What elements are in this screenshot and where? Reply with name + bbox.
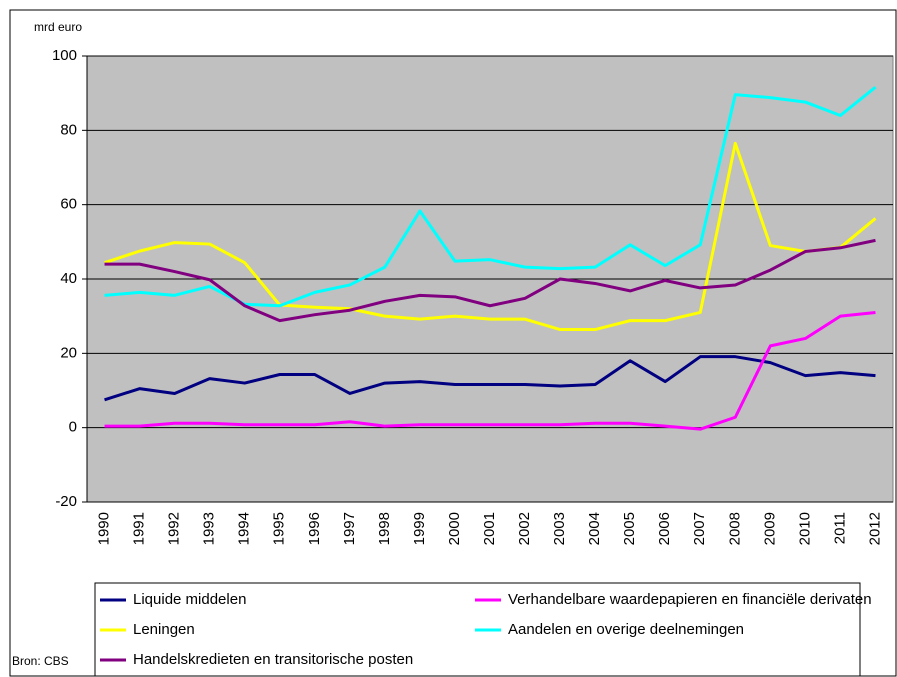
x-tick-label: 2010 [796, 512, 813, 545]
y-tick-label: 40 [60, 270, 77, 287]
x-tick-label: 2012 [866, 512, 883, 545]
x-tick-label: 2005 [621, 512, 638, 545]
x-tick-label: 2001 [481, 512, 498, 545]
legend-label: Leningen [133, 621, 195, 638]
y-tick-label: -20 [55, 493, 77, 510]
x-tick-label: 2004 [586, 512, 603, 545]
y-tick-label: 80 [60, 121, 77, 138]
series-line [104, 355, 876, 402]
legend-label: Verhandelbare waardepapieren en financië… [508, 591, 872, 608]
x-tick-label: 1991 [131, 512, 148, 545]
x-tick-label: 1994 [236, 512, 253, 545]
legend-label: Liquide middelen [133, 591, 246, 608]
x-tick-label: 2007 [691, 512, 708, 545]
x-tick-label: 2000 [446, 512, 463, 545]
series-line [104, 310, 876, 431]
x-tick-label: 1990 [95, 512, 112, 545]
x-tick-label: 1995 [271, 512, 288, 545]
legend-label: Handelskredieten en transitorische poste… [133, 651, 413, 668]
y-tick-label: 0 [69, 419, 77, 436]
x-tick-label: 1992 [166, 512, 183, 545]
x-tick-label: 2002 [516, 512, 533, 545]
x-tick-label: 2008 [726, 512, 743, 545]
y-tick-label: 60 [60, 196, 77, 213]
y-tick-label: 100 [52, 47, 77, 64]
legend-label: Aandelen en overige deelnemingen [508, 621, 744, 638]
x-tick-label: 2003 [551, 512, 568, 545]
x-tick-label: 2009 [761, 512, 778, 545]
series-line [104, 238, 876, 323]
x-tick-label: 1997 [341, 512, 358, 545]
series-line [104, 141, 877, 332]
x-tick-label: 1993 [201, 512, 218, 545]
x-tick-label: 1999 [411, 512, 428, 545]
y-tick-label: 20 [60, 344, 77, 361]
x-tick-label: 1996 [306, 512, 323, 545]
x-tick-label: 2006 [656, 512, 673, 545]
source: Bron: CBS [12, 654, 69, 668]
y-axis-label: mrd euro [34, 20, 82, 34]
x-tick-label: 1998 [376, 512, 393, 545]
x-tick-label: 2011 [831, 512, 848, 544]
